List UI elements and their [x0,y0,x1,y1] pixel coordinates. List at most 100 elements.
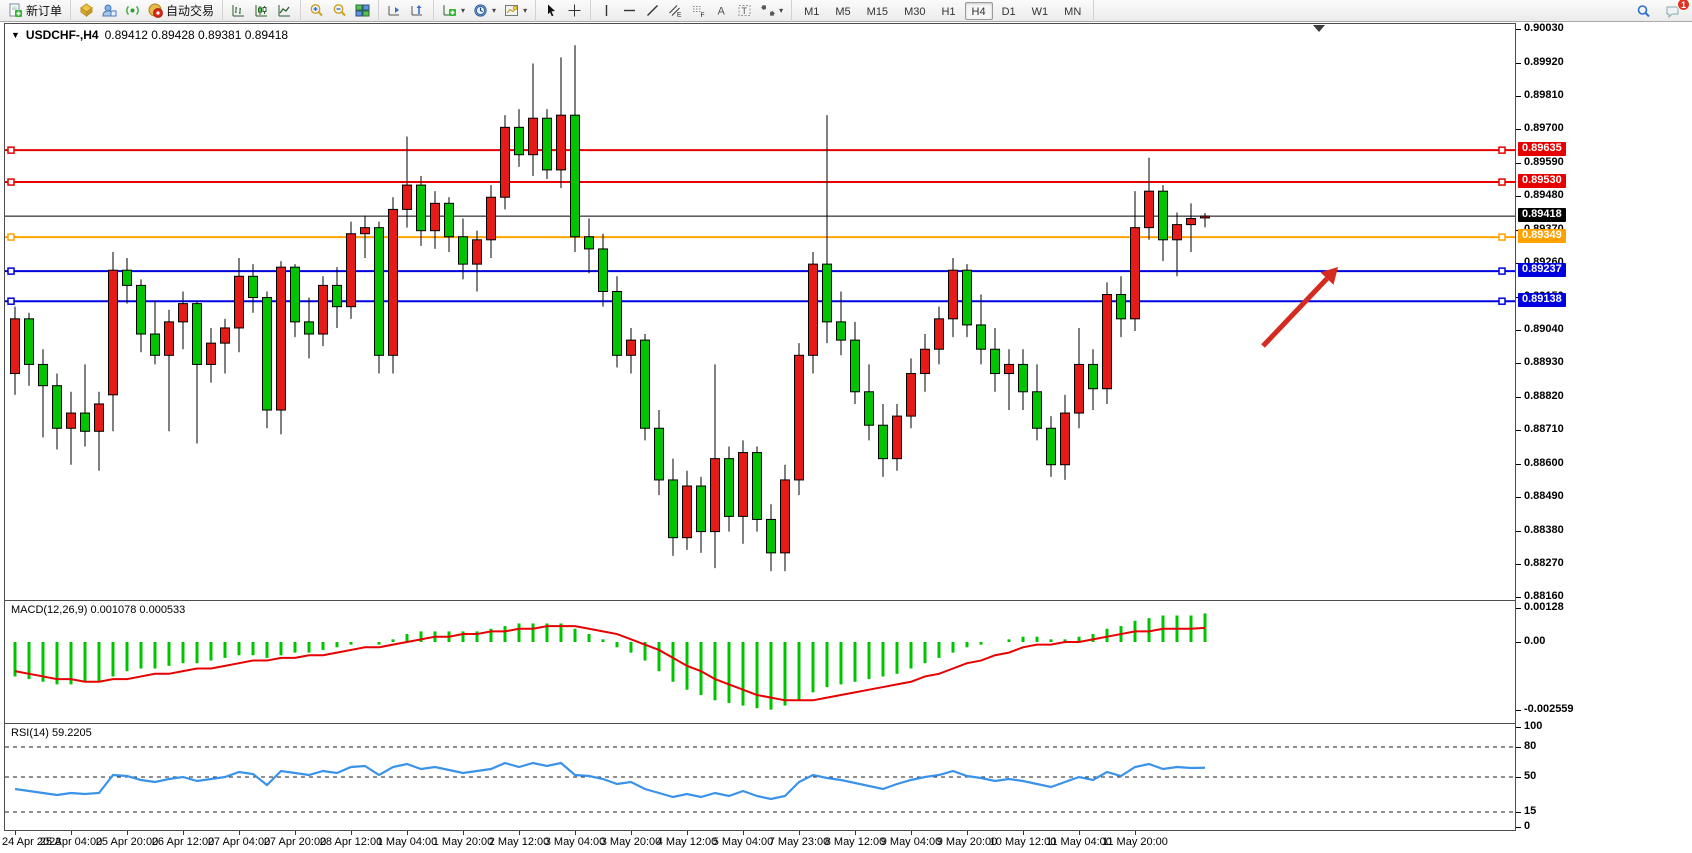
axis-price-label: 0.88270 [1524,557,1564,570]
time-tick [967,831,968,835]
time-tick [1079,831,1080,835]
horizontal-line-button[interactable] [618,1,641,20]
axis-tick [1516,62,1521,64]
text-label-button[interactable]: T [733,1,756,20]
candle-chart-icon [254,3,269,18]
time-label: 11 May 04:00 [1046,836,1112,848]
time-label: 4 May 12:00 [656,836,718,848]
horizontal-line-icon [622,3,637,18]
cursor-button[interactable] [540,1,563,20]
ohlc-readout: 0.89412 0.89428 0.89381 0.89418 [104,28,289,42]
timeframe-m5[interactable]: M5 [835,5,851,18]
chevron-down-icon: ▾ [461,6,466,15]
timeframe-h4[interactable]: H4 [964,1,993,20]
vertical-line-icon [599,3,614,18]
axis-tick [1516,95,1521,97]
periods-button[interactable]: ▾ [469,1,500,20]
timeframe-d1[interactable]: D1 [1001,5,1016,18]
arrows-button[interactable]: ▾ [756,1,787,20]
search-icon [1636,4,1651,19]
timeframe-m15[interactable]: M15 [866,5,889,18]
auto-trading-button[interactable]: 自动交易 [144,1,218,20]
trendline-icon [645,3,660,18]
axis-tick [1516,727,1521,728]
zoom-in-icon [309,3,324,18]
axis-price-label: 0.88600 [1524,456,1564,469]
axis-price-label: 80 [1524,740,1537,752]
main-toolbar: 新订单 自动交易 [0,0,1692,22]
chart-title: ▼ USDCHF-,H4 0.89412 0.89428 0.89381 0.8… [11,28,288,42]
navigator-button[interactable] [121,1,144,20]
axis-price-label: 0.89810 [1524,88,1564,101]
new-order-icon [8,3,23,18]
rsi-canvas[interactable] [5,724,1515,830]
svg-text:E: E [677,12,682,19]
vertical-line-button[interactable] [595,1,618,20]
axis-tick [1516,497,1521,499]
new-order-label: 新订单 [26,4,63,18]
cascade-charts-button[interactable] [406,1,429,20]
timeframe-group: M1 M5 M15 M30 H1 H4 D1 W1 MN [792,0,1095,22]
macd-pane[interactable]: MACD(12,26,9) 0.001078 0.000533 [4,600,1516,724]
axis-price-label: 0.88160 [1524,590,1564,603]
time-label: 5 May 04:00 [712,836,774,848]
market-watch-button[interactable] [98,1,121,20]
bar-chart-button[interactable] [227,1,250,20]
zoom-in-button[interactable] [305,1,328,20]
axis-tick [1516,29,1521,31]
crosshair-button[interactable] [563,1,586,20]
templates-button[interactable]: ▾ [500,1,531,20]
axis-tick [1516,608,1521,610]
styles-button[interactable] [75,1,98,20]
candlestick-canvas[interactable] [5,24,1515,600]
tile-windows-button[interactable] [351,1,374,20]
axis-price-label: -0.002559 [1524,702,1574,715]
svg-text:A: A [718,6,726,18]
line-chart-button[interactable] [273,1,296,20]
axis-price-label: 0.88930 [1524,356,1564,369]
price-pane[interactable]: ▼ USDCHF-,H4 0.89412 0.89428 0.89381 0.8… [4,23,1516,601]
candle-chart-button[interactable] [250,1,273,20]
timeframe-m30[interactable]: M30 [904,5,926,18]
channel-button[interactable]: E [664,1,687,20]
axis-tick [1516,430,1521,432]
fibonacci-icon: F [691,3,706,18]
axis-tick [1516,463,1521,465]
arrange-charts-button[interactable] [383,1,406,20]
notifications-button[interactable]: 1 [1661,0,1690,21]
time-tick [463,831,464,835]
text-button[interactable]: A [710,1,733,20]
macd-canvas[interactable] [5,601,1515,723]
search-button[interactable] [1632,2,1655,21]
time-label: 1 May 20:00 [432,836,494,848]
new-chart-button[interactable]: ▾ [438,1,469,20]
axis-price-label: 0.89590 [1524,155,1564,168]
text-label-icon: T [737,3,752,18]
axis-price-label: 0.89480 [1524,189,1564,202]
axis-tick [1516,812,1521,813]
timeframe-mn[interactable]: MN [1064,5,1082,18]
time-label: 27 Apr 04:00 [207,836,271,848]
price-axis[interactable]: 0.90030 0.89920 0.89810 0.89700 0.89590 0.894… [1516,22,1692,853]
time-label: 27 Apr 20:00 [263,836,327,848]
time-tick [799,831,800,835]
trendline-button[interactable] [641,1,664,20]
fibonacci-button[interactable]: F [687,1,710,20]
cursor-icon [544,3,559,18]
time-axis[interactable]: 24 Apr 2023 25 Apr 04:00 25 Apr 20:00 26 Ap… [0,831,1692,853]
collapse-triangle-icon[interactable]: ▼ [11,30,20,40]
zoom-out-button[interactable] [328,1,351,20]
axis-tick [1516,642,1521,643]
rsi-pane[interactable]: RSI(14) 59.2205 [4,723,1516,831]
axis-tick [1516,162,1521,164]
timeframe-m1[interactable]: M1 [804,5,820,18]
notification-badge: 1 [1677,0,1690,11]
line-price-label: 0.89349 [1518,229,1566,244]
timeframe-w1[interactable]: W1 [1031,5,1049,18]
new-order-button[interactable]: 新订单 [4,1,66,20]
new-chart-icon [442,3,457,18]
time-tick [351,831,352,835]
time-tick [71,831,72,835]
timeframe-h1[interactable]: H1 [941,5,956,18]
